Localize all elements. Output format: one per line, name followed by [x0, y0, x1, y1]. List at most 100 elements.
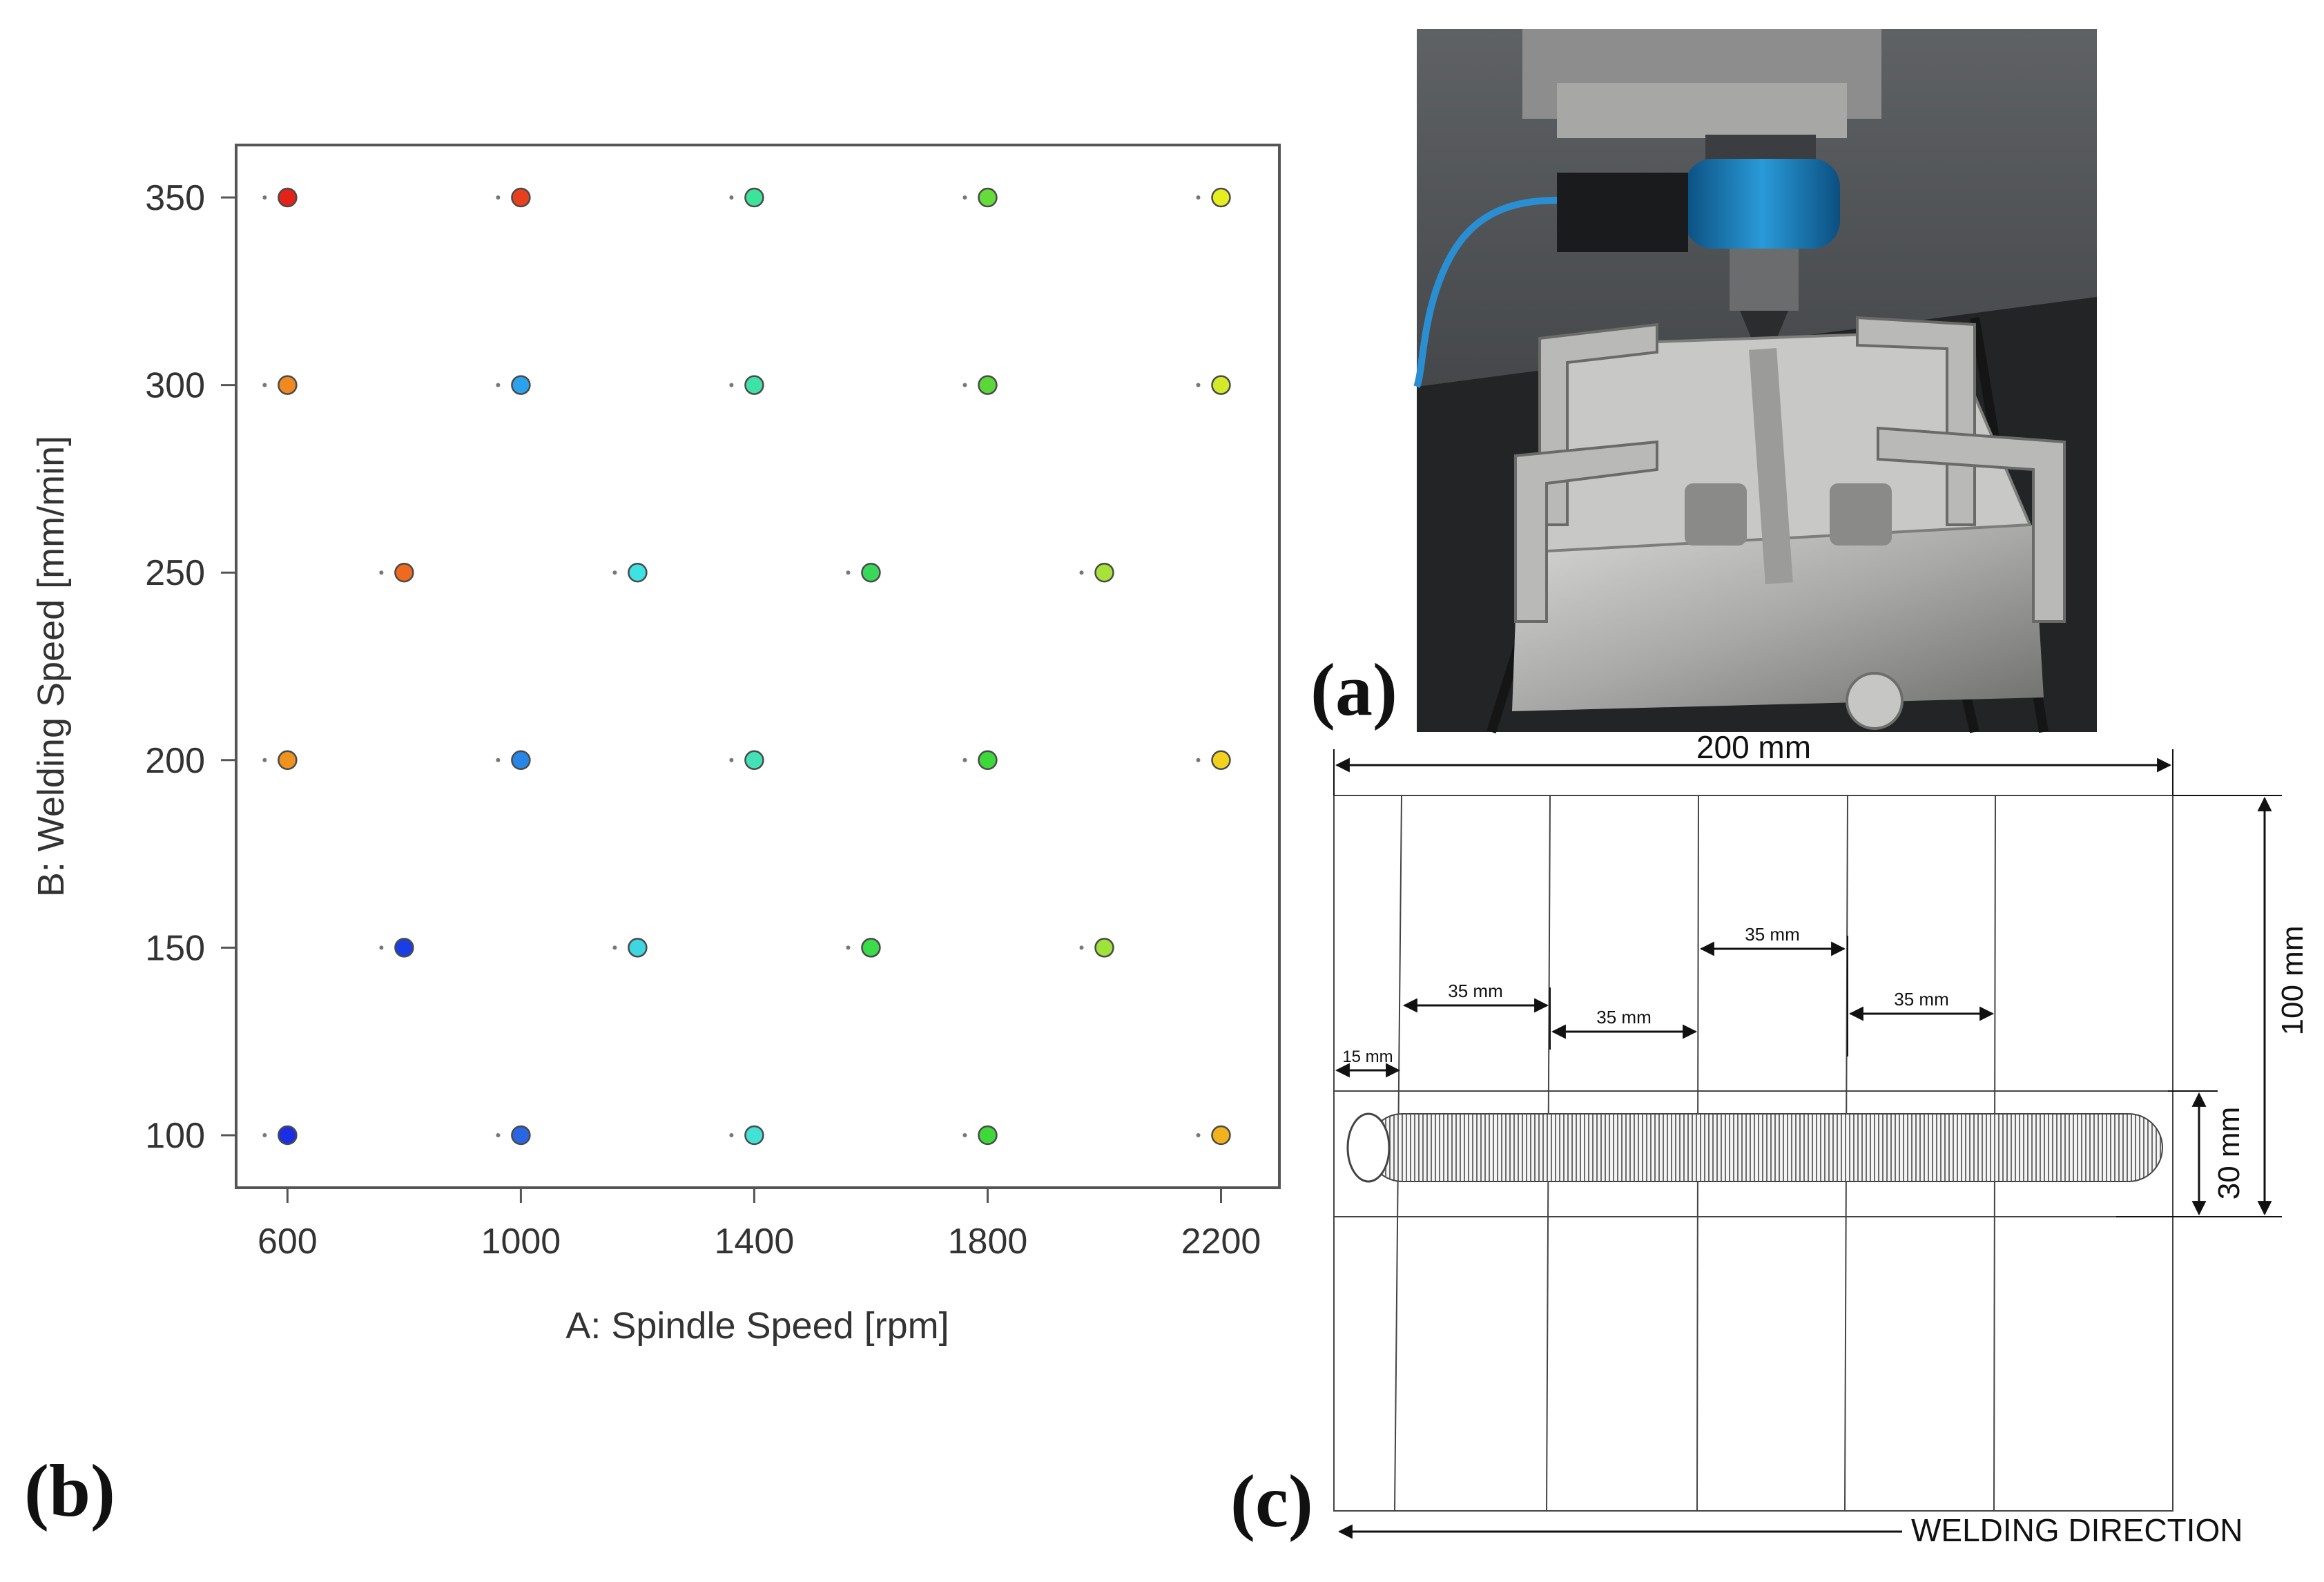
sensor-block — [1557, 173, 1688, 252]
design-point — [1211, 375, 1231, 395]
dim-label-30: 30 mm — [2212, 1107, 2246, 1199]
design-point — [861, 562, 881, 583]
design-point — [278, 375, 298, 395]
point-marker-dot — [262, 758, 267, 762]
design-point — [978, 187, 998, 208]
panel-label-b: (b) — [24, 1450, 115, 1532]
x-tick-label: 2200 — [1181, 1222, 1261, 1262]
weld-bead — [1346, 1112, 2163, 1183]
design-point — [511, 1125, 531, 1146]
specimen-drawing: 200 mm 100 mm 30 mm 15 mm 35 mm 35 mm 35… — [1333, 729, 2310, 1548]
design-point — [1094, 938, 1114, 958]
dim-label-100: 100 mm — [2276, 926, 2310, 1036]
design-point — [1211, 750, 1231, 771]
design-point — [511, 375, 531, 395]
data-points — [262, 187, 1231, 1146]
point-marker-dot — [612, 570, 617, 575]
design-point — [628, 562, 648, 583]
point-marker-dot — [496, 1132, 501, 1137]
pocket-cutouts — [1685, 483, 1892, 546]
point-marker-dot — [496, 383, 501, 387]
tool-shank — [1730, 249, 1799, 311]
y-tick-label: 150 — [145, 928, 205, 968]
point-marker-dot — [729, 758, 734, 762]
x-tick-label: 1000 — [481, 1222, 561, 1262]
design-point — [744, 1125, 764, 1146]
point-marker-dot — [496, 758, 501, 762]
dim-label-35-c: 35 mm — [1745, 924, 1799, 945]
weld-seam — [1749, 348, 1793, 584]
design-point — [1211, 1125, 1231, 1146]
y-tick-label: 250 — [145, 553, 205, 593]
design-point — [394, 938, 414, 958]
clamps — [1514, 316, 2066, 623]
design-point — [744, 750, 764, 771]
dim-label-200: 200 mm — [1696, 729, 1811, 765]
design-point — [1211, 187, 1231, 208]
point-marker-dot — [379, 570, 384, 575]
point-marker-dot — [1196, 758, 1201, 762]
point-marker-dot — [729, 383, 734, 387]
point-marker-dot — [962, 1132, 967, 1137]
design-point — [744, 375, 764, 395]
point-marker-dot — [1196, 195, 1201, 200]
design-point — [511, 750, 531, 771]
plot-frame — [235, 144, 1281, 1189]
x-tick-label: 1400 — [715, 1222, 795, 1262]
design-point — [511, 187, 531, 208]
design-point — [978, 375, 998, 395]
point-marker-dot — [962, 758, 967, 762]
point-marker-dot — [612, 945, 617, 950]
point-marker-dot — [379, 945, 384, 950]
y-tick-label: 200 — [145, 741, 205, 781]
y-axis: 100 150 200 250 300 350 — [145, 178, 236, 1156]
design-points-chart: 100 150 200 250 300 350 600 1000 1400 1800 2200 A… — [30, 144, 1281, 1347]
point-marker-dot — [1196, 1132, 1201, 1137]
design-point — [628, 938, 648, 958]
design-point — [278, 750, 298, 771]
design-point — [978, 750, 998, 771]
design-point — [394, 562, 414, 583]
point-marker-dot — [962, 383, 967, 387]
y-tick-label: 300 — [145, 366, 205, 406]
point-marker-dot — [262, 1132, 267, 1137]
x-tick-label: 600 — [258, 1222, 318, 1262]
point-marker-dot — [962, 195, 967, 200]
design-point — [861, 938, 881, 958]
welding-direction-label: WELDING DIRECTION — [1911, 1512, 2243, 1548]
point-marker-dot — [729, 195, 734, 200]
x-axis: 600 1000 1400 1800 2200 — [258, 1188, 1261, 1262]
x-tick-label: 1800 — [948, 1222, 1028, 1262]
design-point — [1094, 562, 1114, 583]
x-axis-title: A: Spindle Speed [rpm] — [565, 1305, 949, 1347]
design-point — [978, 1125, 998, 1146]
y-tick-label: 100 — [145, 1116, 205, 1156]
design-point — [278, 1125, 298, 1146]
point-marker-dot — [496, 195, 501, 200]
fsw-tool — [1740, 311, 1788, 352]
point-marker-dot — [846, 570, 851, 575]
point-marker-dot — [262, 383, 267, 387]
hex-nut — [1846, 672, 1904, 730]
machine-photo — [1413, 29, 2097, 734]
sensor-cable — [1413, 197, 1558, 388]
point-marker-dot — [1079, 945, 1084, 950]
point-marker-dot — [729, 1132, 734, 1137]
plate-outline — [1333, 795, 2173, 1512]
blue-toolholder-ring — [1685, 159, 1840, 249]
spindle-housing — [1557, 83, 1847, 138]
y-axis-title: B: Welding Speed [mm/min] — [30, 436, 72, 897]
fixture-base — [1512, 525, 2044, 711]
dim-label-35-d: 35 mm — [1894, 989, 1948, 1010]
point-marker-dot — [262, 195, 267, 200]
point-marker-dot — [1196, 383, 1201, 387]
dim-label-35-a: 35 mm — [1448, 981, 1502, 1001]
dim-label-35-b: 35 mm — [1596, 1007, 1651, 1028]
dim-label-15: 15 mm — [1342, 1048, 1393, 1066]
panel-label-a: (a) — [1310, 649, 1397, 731]
y-tick-label: 350 — [145, 178, 205, 218]
design-point — [278, 187, 298, 208]
point-marker-dot — [846, 945, 851, 950]
panel-label-c: (c) — [1230, 1460, 1313, 1543]
